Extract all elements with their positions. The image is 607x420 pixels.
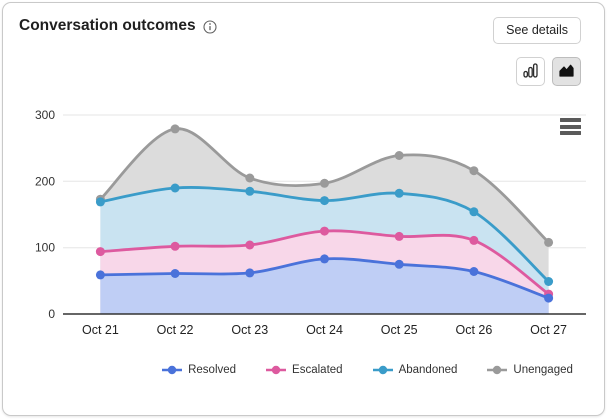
area-chart-icon: [558, 62, 575, 82]
data-point-unengaged-oct-27[interactable]: [544, 237, 554, 247]
hamburger-menu-icon: [560, 118, 581, 122]
x-axis-tick-label: Oct 26: [455, 323, 492, 337]
legend-item-resolved[interactable]: Resolved: [162, 364, 236, 376]
chart-type-toolbar: [516, 57, 581, 86]
legend-item-abandoned[interactable]: Abandoned: [372, 364, 458, 376]
legend-item-escalated[interactable]: Escalated: [266, 364, 343, 376]
title-wrap: Conversation outcomes: [19, 17, 217, 35]
see-details-button[interactable]: See details: [493, 17, 581, 44]
data-point-resolved-oct-24[interactable]: [320, 254, 329, 264]
y-axis-tick-label: 300: [35, 108, 55, 122]
legend-label: Escalated: [292, 364, 343, 376]
chart-plot-area: 0 100 200 300 Oct 21 Oct 22 Oct 23 Oct 24 Oct 25…: [3, 98, 604, 348]
data-point-escalated-oct-25[interactable]: [394, 231, 404, 241]
data-point-abandoned-oct-27[interactable]: [544, 277, 554, 286]
y-axis-tick-label: 100: [35, 241, 55, 255]
data-point-escalated-oct-24[interactable]: [320, 226, 329, 236]
x-axis-tick-label: Oct 23: [231, 323, 268, 337]
legend-label: Unengaged: [513, 364, 573, 376]
legend-item-unengaged[interactable]: Unengaged: [487, 364, 573, 376]
legend-marker-icon: [162, 365, 183, 375]
data-point-resolved-oct-21[interactable]: [95, 270, 105, 280]
data-point-unengaged-oct-23[interactable]: [245, 173, 255, 183]
chart-legend: Resolved Escalated Abandoned Unengaged: [67, 364, 604, 376]
area-chart: 0 100 200 300 Oct 21 Oct 22 Oct 23 Oct 24 Oct 25…: [35, 108, 586, 337]
data-point-unengaged-oct-22[interactable]: [170, 124, 180, 134]
data-point-escalated-oct-22[interactable]: [170, 241, 180, 251]
legend-marker-icon: [266, 365, 287, 375]
data-point-escalated-oct-26[interactable]: [469, 235, 479, 245]
y-axis-tick-label: 200: [35, 174, 55, 188]
data-point-resolved-oct-27[interactable]: [544, 293, 554, 303]
column-chart-toggle-button[interactable]: [516, 57, 545, 86]
x-axis-tick-label: Oct 22: [157, 323, 194, 337]
data-point-resolved-oct-22[interactable]: [170, 269, 180, 278]
data-point-escalated-oct-23[interactable]: [245, 240, 255, 250]
series-area-resolved: [100, 258, 549, 314]
data-point-abandoned-oct-21[interactable]: [95, 197, 105, 207]
legend-label: Abandoned: [398, 364, 458, 376]
data-point-abandoned-oct-26[interactable]: [469, 207, 479, 217]
page-title: Conversation outcomes: [19, 17, 196, 34]
x-axis-tick-label: Oct 27: [530, 323, 567, 337]
legend-label: Resolved: [188, 364, 237, 376]
chart-context-menu-button[interactable]: [560, 118, 582, 135]
legend-marker-icon: [487, 365, 508, 375]
x-axis-tick-label: Oct 24: [306, 323, 343, 337]
series-resolved: [95, 254, 554, 314]
column-chart-icon: [522, 62, 539, 82]
card-header: Conversation outcomes See details: [19, 17, 581, 44]
data-point-abandoned-oct-22[interactable]: [170, 183, 180, 193]
data-point-unengaged-oct-24[interactable]: [320, 178, 329, 188]
data-point-resolved-oct-23[interactable]: [245, 268, 255, 278]
data-point-unengaged-oct-26[interactable]: [469, 166, 479, 176]
area-chart-toggle-button[interactable]: [552, 57, 581, 86]
data-point-resolved-oct-26[interactable]: [469, 267, 479, 276]
data-point-abandoned-oct-24[interactable]: [320, 196, 329, 206]
data-point-escalated-oct-21[interactable]: [95, 247, 105, 257]
x-axis-tick-label: Oct 21: [82, 323, 119, 337]
legend-marker-icon: [372, 365, 393, 375]
conversation-outcomes-card: Conversation outcomes See details: [2, 2, 605, 416]
data-point-unengaged-oct-25[interactable]: [394, 151, 404, 160]
data-point-abandoned-oct-25[interactable]: [394, 188, 404, 198]
info-circle-icon[interactable]: [203, 19, 217, 34]
data-point-resolved-oct-25[interactable]: [394, 259, 404, 269]
y-axis-tick-label: 0: [48, 307, 55, 321]
x-axis-tick-label: Oct 25: [381, 323, 418, 337]
data-point-abandoned-oct-23[interactable]: [245, 186, 255, 196]
